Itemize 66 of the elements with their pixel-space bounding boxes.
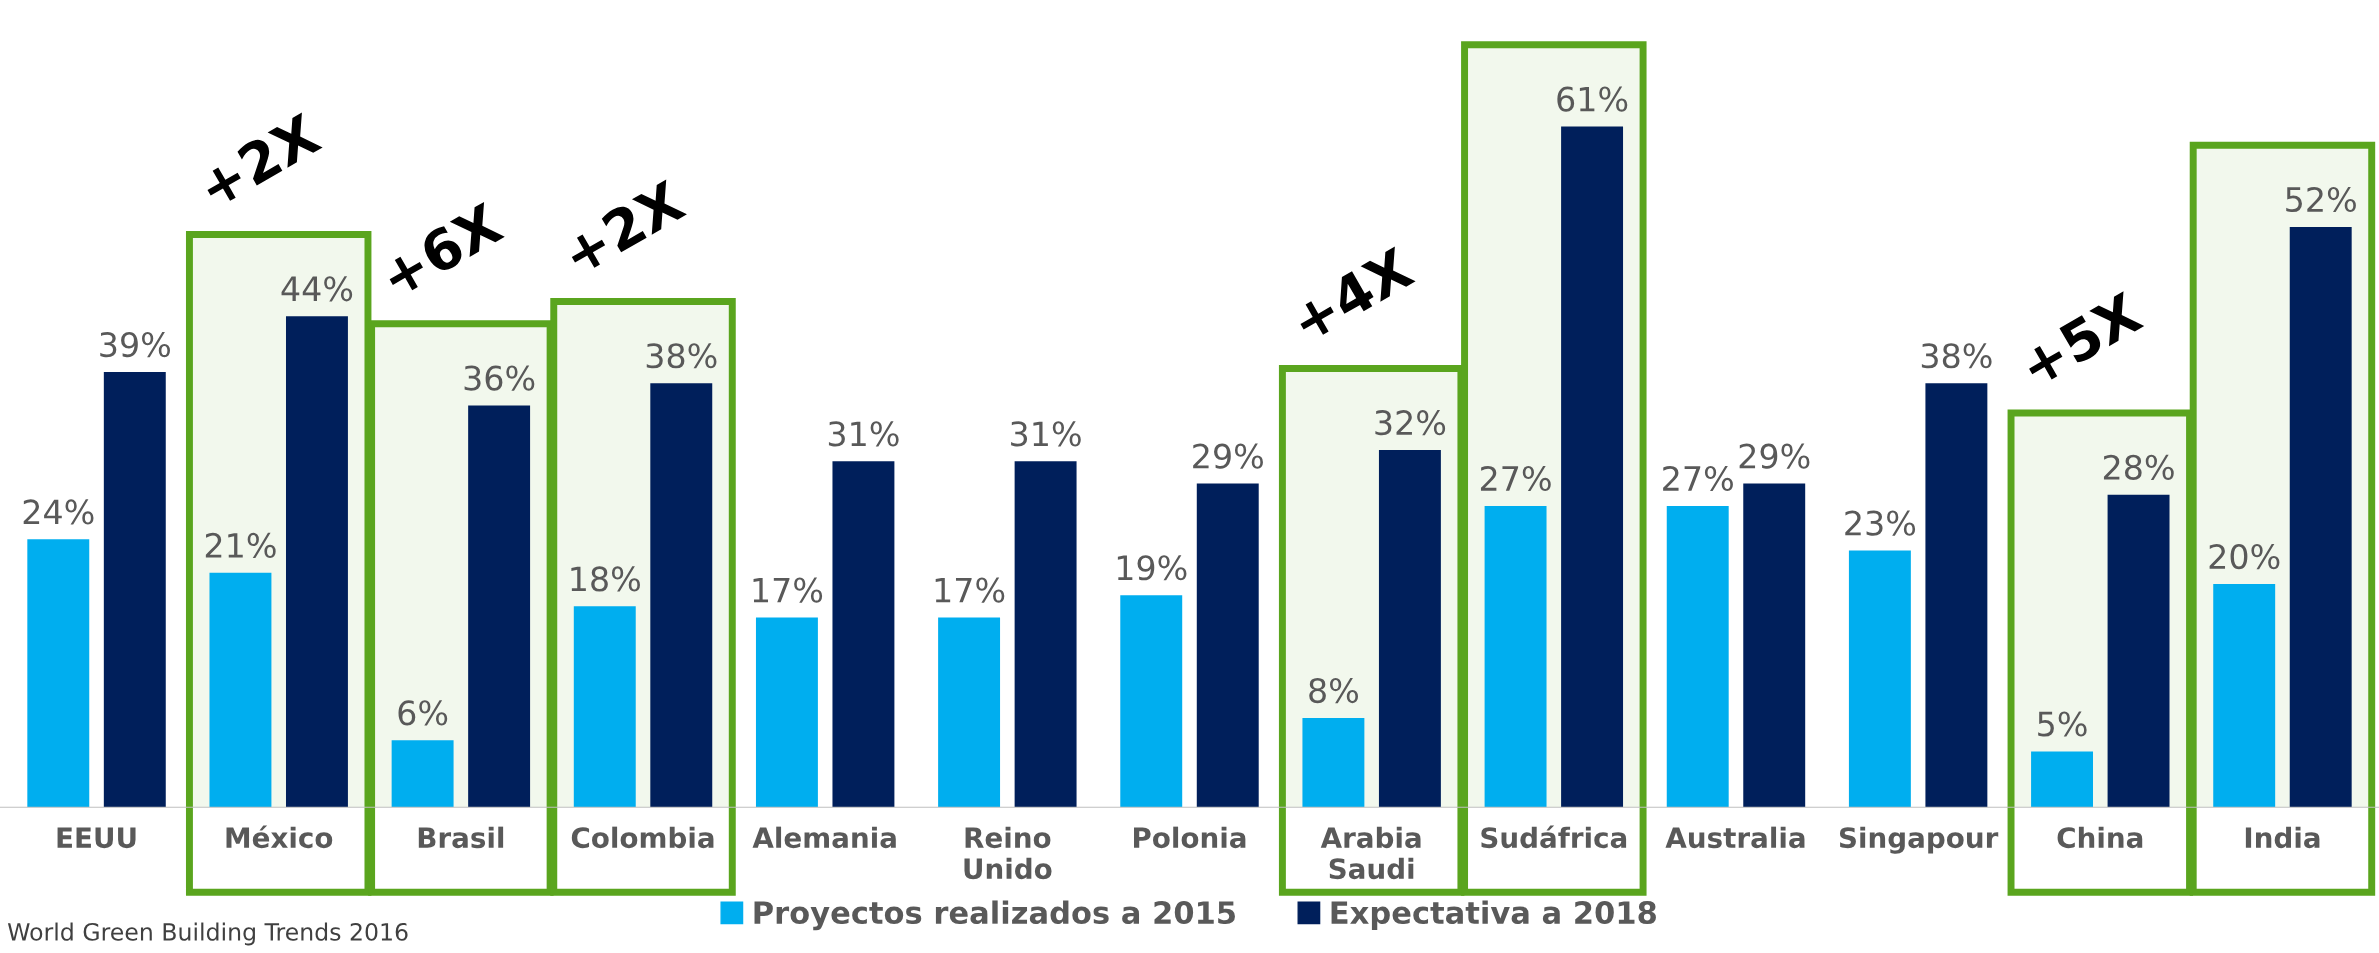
bar: [391, 740, 454, 808]
band-label: +5X: [2019, 290, 2145, 388]
data-label: 19%: [1117, 555, 1187, 581]
data-label: 52%: [2286, 186, 2356, 213]
x-tick-label: Brasil: [418, 826, 504, 849]
data-label: 20%: [2209, 544, 2280, 570]
x-tick-label: Colombia: [571, 826, 714, 849]
data-label: 44%: [281, 276, 353, 302]
data-label: 29%: [1739, 443, 1810, 469]
data-label: 39%: [100, 331, 170, 358]
bar: [1743, 483, 1806, 808]
x-tick-label: Sudáfrica: [1481, 825, 1627, 849]
bar: [2213, 584, 2276, 808]
data-label: 38%: [1921, 343, 1992, 369]
x-tick-label: China: [2057, 826, 2143, 849]
data-label: 31%: [1011, 421, 1081, 447]
data-label: 38%: [646, 343, 717, 369]
data-label: 17%: [753, 577, 823, 603]
band-label: +2X: [561, 178, 687, 275]
bar: [1666, 505, 1729, 808]
x-tick-label: Arabia Saudi: [1320, 826, 1421, 880]
x-tick-label: India: [2245, 826, 2320, 849]
bar: [1484, 505, 1547, 808]
data-label: 27%: [1663, 465, 1733, 492]
data-label: 31%: [828, 421, 899, 447]
data-label: 17%: [935, 577, 1005, 603]
text: World Green Building Trends 2016: [7, 922, 408, 946]
bar: [755, 617, 818, 808]
bar: [1014, 461, 1077, 808]
legend-label: Proyectos realizados a 2015: [754, 900, 1235, 931]
x-tick-label: México: [226, 825, 333, 849]
bar: [103, 371, 166, 808]
bar: [1302, 717, 1365, 808]
bar: [1925, 383, 1988, 808]
x-tick-label: EEUU: [57, 827, 136, 849]
bar: [832, 461, 895, 808]
x-tick-label: Polonia: [1134, 826, 1246, 849]
band-label: +4X: [1290, 246, 1416, 342]
x-tick-label: Singapour: [1839, 826, 1999, 854]
x-tick-label: Australia: [1665, 826, 1805, 849]
band-label: +2X: [197, 111, 323, 208]
data-label: 36%: [464, 365, 535, 391]
data-label: 8%: [1309, 677, 1359, 704]
data-label: 6%: [398, 700, 448, 726]
data-label: 61%: [1557, 86, 1628, 112]
band-label: +6X: [379, 201, 506, 298]
bar: [1196, 483, 1259, 808]
data-label: 32%: [1375, 410, 1446, 436]
data-label: 29%: [1193, 443, 1263, 469]
data-label: 18%: [571, 566, 640, 592]
bar: [573, 606, 636, 808]
bar: [209, 572, 272, 808]
data-label: 27%: [1480, 465, 1551, 492]
x-tick-label: Alemania: [752, 826, 896, 849]
legend-label: Expectativa a 2018: [1331, 900, 1656, 931]
data-label: 23%: [1845, 510, 1916, 536]
data-label: 5%: [2038, 711, 2087, 737]
x-tick-label: Reino Unido: [964, 826, 1052, 880]
data-label: 21%: [205, 532, 276, 559]
bar: [27, 539, 90, 808]
data-label: 24%: [23, 499, 94, 525]
bar: [938, 617, 1001, 808]
bar: [2031, 751, 2094, 808]
bar: [1848, 550, 1911, 808]
bar: [1120, 595, 1183, 808]
data-label: 28%: [2103, 454, 2174, 480]
